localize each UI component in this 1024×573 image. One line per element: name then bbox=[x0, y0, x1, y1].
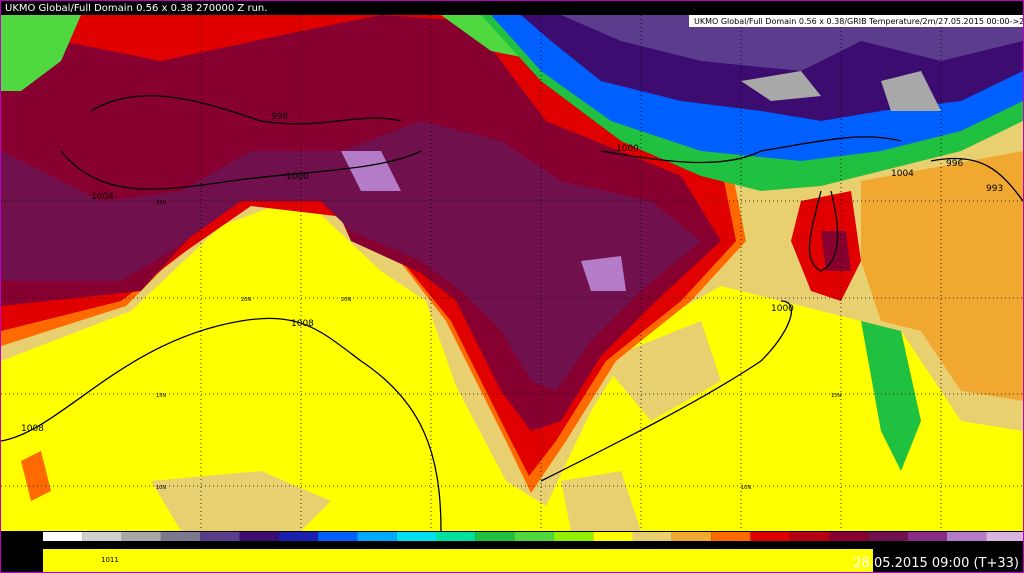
run-info-box bbox=[689, 15, 1023, 27]
grid-label: 15N bbox=[831, 393, 841, 399]
legend-tick-label: 14 bbox=[314, 542, 323, 550]
isobar-label: 996 bbox=[946, 159, 963, 169]
temperature-field bbox=[1, 15, 1023, 531]
legend-swatch bbox=[43, 532, 83, 541]
map-labels: 1008 1008 1004 1000 1000 996 996 993 1000 1004 25N… bbox=[21, 112, 1003, 491]
legend-tick-label: 32 bbox=[667, 542, 676, 550]
legend-swatch bbox=[160, 532, 201, 541]
legend-tick-label: 8 bbox=[198, 542, 202, 550]
legend-tick-label: 6 bbox=[159, 542, 164, 550]
legend-tick-label: 44 bbox=[903, 542, 912, 550]
legend-tick-label: 24 bbox=[510, 542, 519, 550]
legend-swatch bbox=[396, 532, 436, 541]
isobar-label: 993 bbox=[986, 184, 1003, 194]
footer-pressure: 1011 bbox=[101, 556, 119, 564]
isobar-label: 1008 bbox=[21, 424, 44, 434]
isobar-label: 1004 bbox=[91, 192, 114, 202]
legend-tick-label: 18 bbox=[392, 542, 401, 550]
isobar-label: 1000 bbox=[616, 144, 639, 154]
legend-tick-label: 22 bbox=[471, 542, 480, 550]
legend-tick-label: 2 bbox=[80, 542, 84, 550]
legend-tick-label: 26 bbox=[549, 542, 558, 550]
legend-swatch bbox=[514, 532, 554, 541]
grid-label: 15N bbox=[156, 393, 166, 399]
legend-swatch bbox=[711, 532, 751, 541]
legend-swatch bbox=[789, 532, 829, 541]
legend-tick-label: 48 bbox=[982, 542, 991, 550]
color-legend: 0 2 4 6 8 10 12 14 16 18 20 22 24 26 28 30 32 34 36 38 40 42 4… bbox=[41, 532, 1023, 550]
legend-swatch bbox=[436, 532, 476, 541]
title-bar bbox=[1, 1, 1023, 15]
grid-label: 10N bbox=[741, 485, 751, 491]
legend-swatch bbox=[318, 532, 358, 541]
isobar-label: 1000 bbox=[286, 172, 309, 182]
legend-tick-label: 34 bbox=[707, 542, 716, 550]
legend-swatch bbox=[357, 532, 397, 541]
legend-swatch bbox=[278, 532, 319, 541]
legend-swatch bbox=[750, 532, 790, 541]
legend-tick-label: 20 bbox=[432, 542, 441, 550]
legend-swatch bbox=[82, 532, 122, 541]
legend-tick-label: 30 bbox=[628, 542, 637, 550]
legend-tick-label: 36 bbox=[746, 542, 755, 550]
legend-swatch bbox=[907, 532, 947, 541]
legend-swatch bbox=[868, 532, 908, 541]
legend-tick-label: 10 bbox=[235, 542, 244, 550]
legend-swatch bbox=[475, 532, 515, 541]
legend-swatch bbox=[946, 532, 987, 541]
legend-swatch bbox=[553, 532, 594, 541]
run-info: UKMO Global/Full Domain 0.56 x 0.38/GRIB… bbox=[694, 17, 1023, 26]
valid-time: 28.05.2015 09:00 (T+33) bbox=[853, 556, 1019, 571]
legend-tick-label: 42 bbox=[864, 542, 873, 550]
legend-swatch bbox=[671, 532, 712, 541]
legend-swatch bbox=[829, 532, 869, 541]
title: UKMO Global/Full Domain 0.56 x 0.38 2700… bbox=[5, 3, 267, 14]
legend-swatch bbox=[986, 532, 1023, 541]
legend-tick-label: 38 bbox=[785, 542, 794, 550]
footer-strip bbox=[43, 549, 873, 572]
isobar-label: 1000 bbox=[771, 304, 794, 314]
isobar-label: 996 bbox=[271, 112, 288, 122]
legend-tick-label: 46 bbox=[942, 542, 951, 550]
grid-label: 10N bbox=[156, 485, 166, 491]
grid-label: 20N bbox=[241, 297, 251, 303]
isobar-label: 1008 bbox=[291, 319, 314, 329]
legend-swatch bbox=[632, 532, 672, 541]
legend-tick-label: 12 bbox=[274, 542, 283, 550]
grid-label: 25N bbox=[156, 200, 166, 206]
legend-tick-label: 28 bbox=[589, 542, 598, 550]
legend-tick-label: 4 bbox=[119, 542, 124, 550]
legend-swatch bbox=[200, 532, 240, 541]
isobar-lines bbox=[1, 95, 1023, 532]
isobar-label: 1004 bbox=[891, 169, 914, 179]
legend-swatch bbox=[239, 532, 279, 541]
legend-swatch bbox=[121, 532, 161, 541]
grid-label: 20N bbox=[341, 297, 351, 303]
legend-tick-label: 16 bbox=[353, 542, 362, 550]
legend-tick-label: 0 bbox=[41, 542, 45, 550]
legend-swatch bbox=[593, 532, 633, 541]
legend-tick-label: 40 bbox=[825, 542, 834, 550]
